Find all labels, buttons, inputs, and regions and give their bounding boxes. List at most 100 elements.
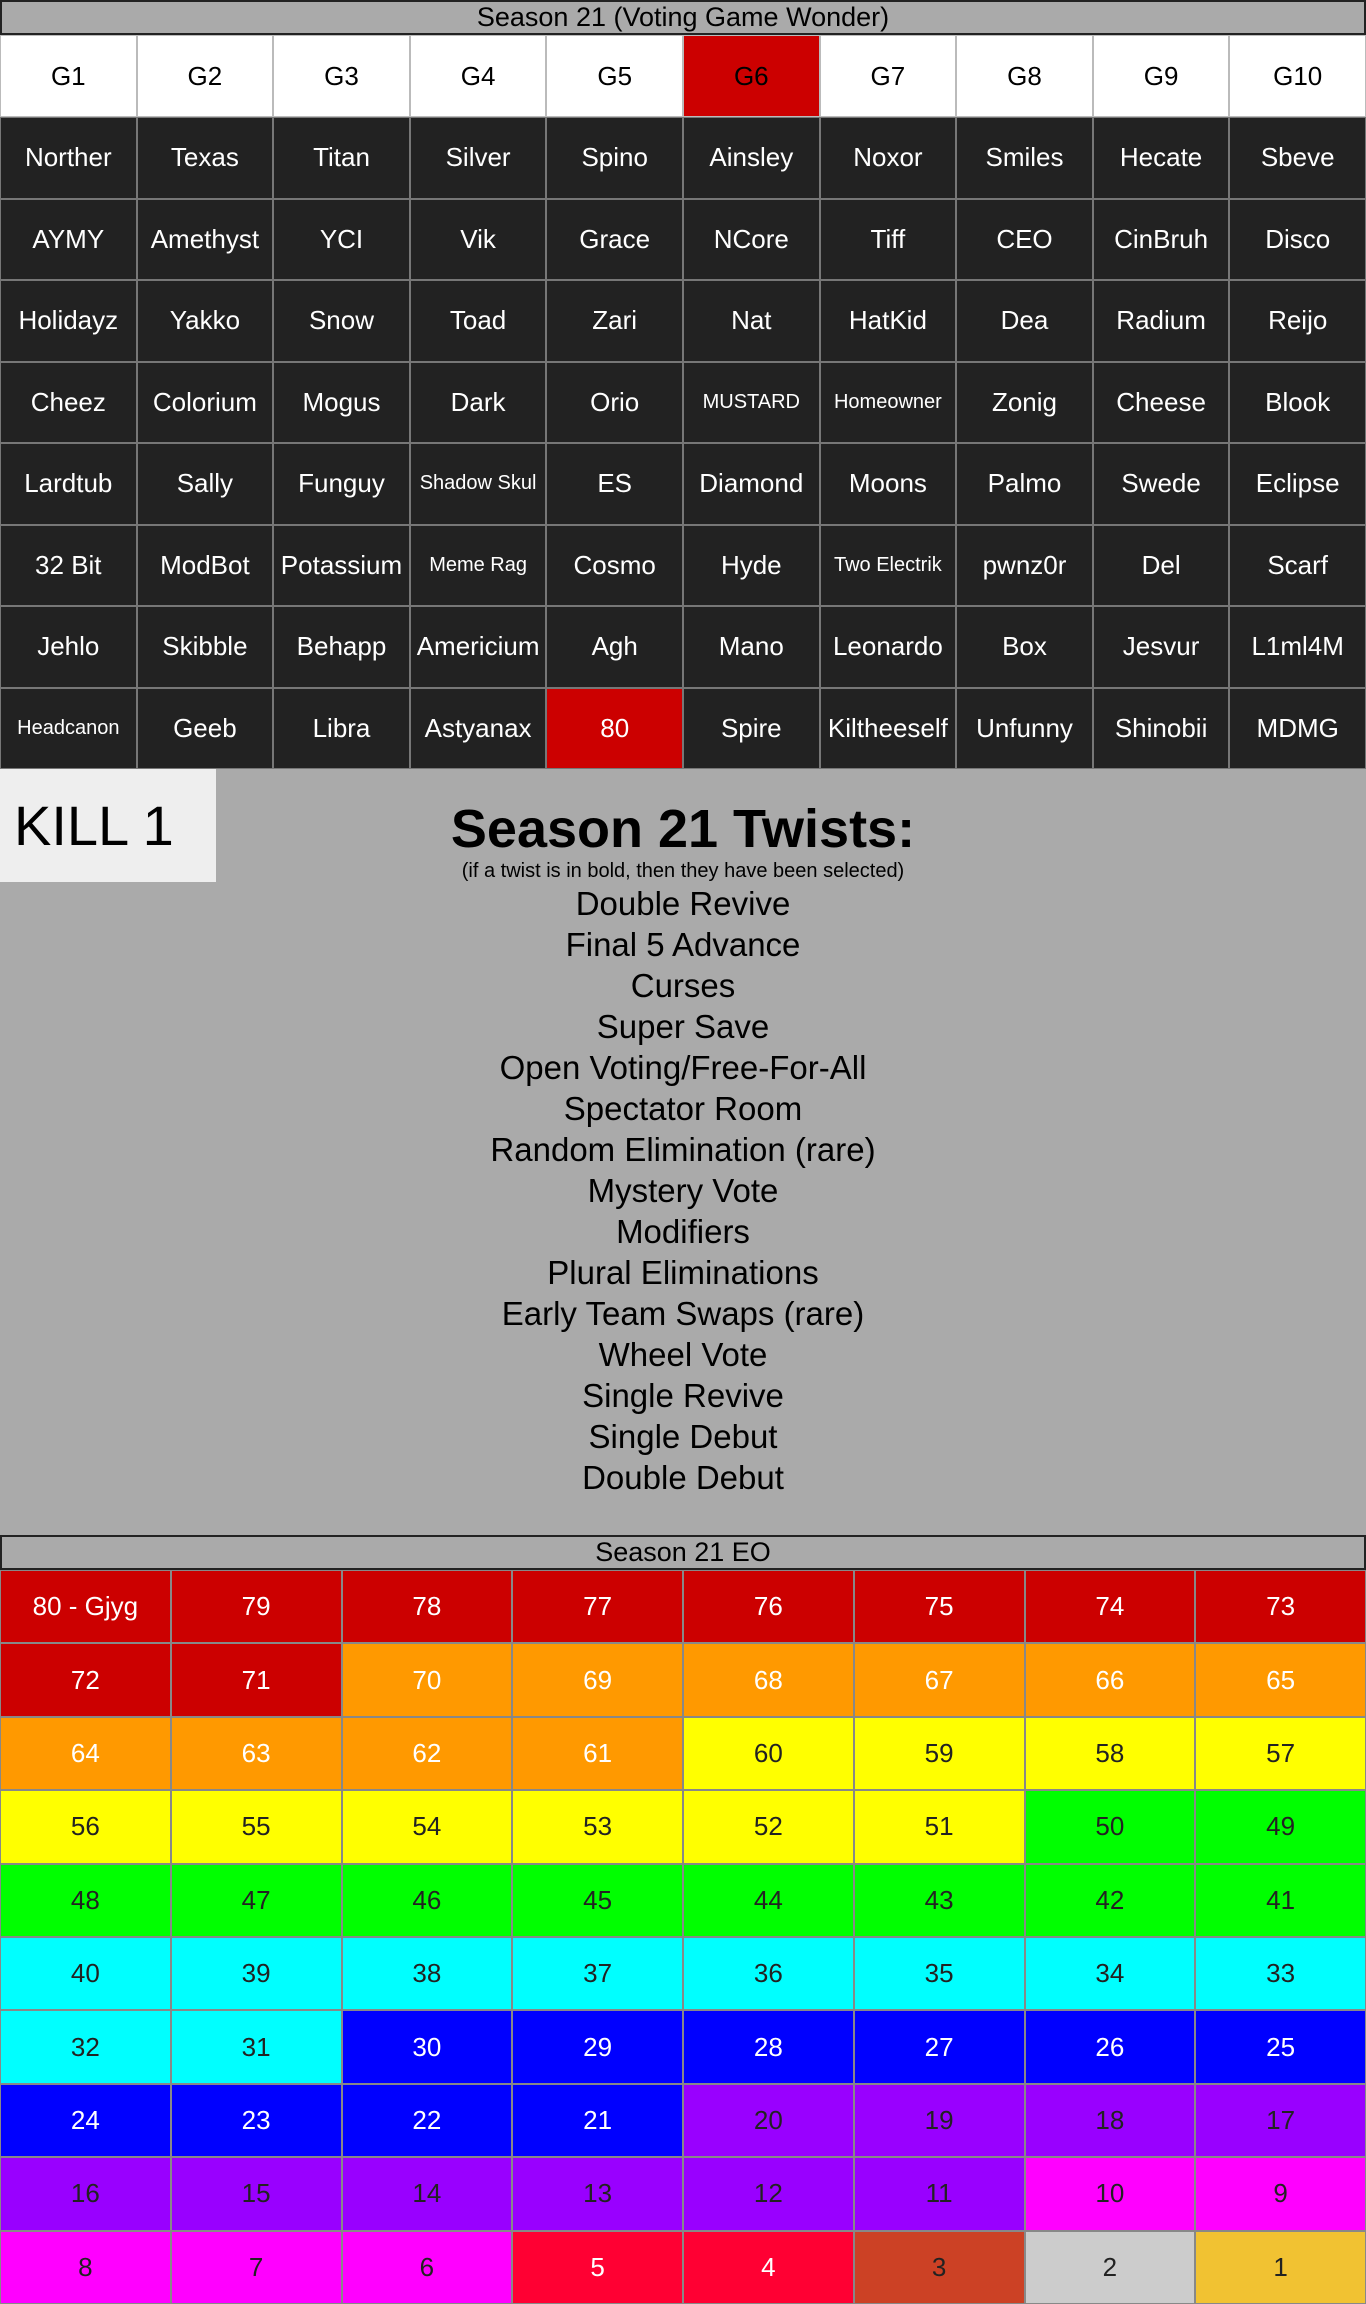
player-cell: pwnz0r [956, 524, 1093, 606]
eo-cell: 75 [853, 1570, 1025, 1644]
eo-cell: 58 [1024, 1716, 1196, 1791]
eo-cell: 46 [341, 1863, 513, 1937]
player-cell: Disco [1229, 198, 1366, 280]
player-cell: Dark [409, 361, 547, 443]
eo-cell: 65 [1195, 1643, 1366, 1717]
player-cell: Blook [1229, 361, 1366, 443]
eo-cell: 61 [512, 1716, 683, 1791]
eo-cell: 68 [683, 1643, 854, 1717]
twist-item: Final 5 Advance [565, 926, 801, 963]
eo-cell: 33 [1195, 1936, 1366, 2011]
eo-cell: 29 [512, 2010, 683, 2084]
player-cell: Toad [409, 280, 547, 362]
twist-item: Modifiers [616, 1213, 750, 1250]
eo-cell: 32 [0, 2010, 171, 2084]
twist-item: Open Voting/Free-For-All [499, 1049, 867, 1086]
player-cell: Lardtub [0, 443, 137, 525]
player-cell: Behapp [273, 606, 410, 688]
player-cell: Moons [819, 443, 957, 525]
eo-cell: 22 [341, 2083, 513, 2158]
column-header: G3 [273, 35, 410, 117]
eo-cell: 70 [341, 1643, 513, 1717]
player-cell: Cheez [0, 361, 137, 443]
eo-cell: 36 [683, 1936, 854, 2011]
eo-cell: 71 [170, 1643, 342, 1717]
player-cell: Zari [546, 280, 683, 362]
player-cell: Noxor [819, 117, 957, 199]
eo-cell: 20 [683, 2083, 854, 2158]
player-cell: Jesvur [1092, 606, 1230, 688]
eo-cell: 54 [341, 1790, 513, 1864]
eo-cell: 51 [853, 1790, 1025, 1864]
eo-cell: 39 [170, 1936, 342, 2011]
eo-cell: 63 [170, 1716, 342, 1791]
kill-label: KILL 1 [0, 769, 216, 882]
eo-cell: 5 [512, 2230, 683, 2304]
player-cell: Homeowner [819, 361, 957, 443]
eo-cell: 69 [512, 1643, 683, 1717]
eo-cell: 7 [170, 2230, 342, 2304]
player-cell: Del [1092, 524, 1230, 606]
eo-cell: 18 [1024, 2083, 1196, 2158]
eo-cell: 15 [170, 2157, 342, 2231]
column-header: G9 [1092, 35, 1230, 117]
player-cell: NCore [683, 198, 820, 280]
player-cell: Mano [683, 606, 820, 688]
player-cell: Meme Rag [409, 524, 547, 606]
season-title: Season 21 (Voting Game Wonder) [0, 0, 1366, 35]
player-cell: YCI [273, 198, 410, 280]
eo-cell: 43 [853, 1863, 1025, 1937]
player-cell: Eclipse [1229, 443, 1366, 525]
eo-cell: 42 [1024, 1863, 1196, 1937]
eo-grid: 80 - Gjyg 79 78 77 76 75 74 73 72 71 70 69 68 67 66 65 6… [0, 1570, 1366, 2304]
eo-cell: 73 [1195, 1570, 1366, 1644]
column-header: G8 [956, 35, 1093, 117]
player-cell: Kiltheeself [819, 687, 957, 769]
column-header: G10 [1229, 35, 1366, 117]
eo-cell: 62 [341, 1716, 513, 1791]
eo-cell: 80 - Gjyg [0, 1570, 171, 1644]
eo-cell: 60 [683, 1716, 854, 1791]
player-cell: Nat [683, 280, 820, 362]
player-cell: Smiles [956, 117, 1093, 199]
eo-cell: 34 [1024, 1936, 1196, 2011]
player-cell: Unfunny [956, 687, 1093, 769]
eo-cell: 59 [853, 1716, 1025, 1791]
eo-cell: 19 [853, 2083, 1025, 2158]
player-cell: Spire [683, 687, 820, 769]
player-cell: Scarf [1229, 524, 1366, 606]
twist-item: Double Revive [575, 885, 791, 922]
player-cell: Norther [0, 117, 137, 199]
player-cell: Sally [136, 443, 274, 525]
twist-item: Random Elimination (rare) [490, 1131, 876, 1168]
player-cell: Headcanon [0, 687, 137, 769]
twist-item: Single Revive [582, 1377, 784, 1414]
player-cell: CEO [956, 198, 1093, 280]
eo-cell: 50 [1024, 1790, 1196, 1864]
eo-cell: 53 [512, 1790, 683, 1864]
player-cell: ModBot [136, 524, 274, 606]
player-cell: Vik [409, 198, 547, 280]
twist-item: Super Save [596, 1008, 770, 1045]
eo-cell: 13 [512, 2157, 683, 2231]
player-cell: Palmo [956, 443, 1093, 525]
player-cell: MDMG [1229, 687, 1366, 769]
eo-cell: 23 [170, 2083, 342, 2158]
player-cell: Texas [136, 117, 274, 199]
player-cell: Leonardo [819, 606, 957, 688]
eo-cell: 44 [683, 1863, 854, 1937]
player-cell: Snow [273, 280, 410, 362]
player-cell: L1ml4M [1229, 606, 1366, 688]
player-cell: HatKid [819, 280, 957, 362]
player-cell: Titan [273, 117, 410, 199]
eo-cell: 79 [170, 1570, 342, 1644]
player-cell: Grace [546, 198, 683, 280]
eo-cell: 16 [0, 2157, 171, 2231]
eo-cell: 28 [683, 2010, 854, 2084]
eo-cell: 4 [683, 2230, 854, 2304]
player-cell: Mogus [273, 361, 410, 443]
eo-cell: 49 [1195, 1790, 1366, 1864]
player-cell: Diamond [683, 443, 820, 525]
player-cell: Reijo [1229, 280, 1366, 362]
